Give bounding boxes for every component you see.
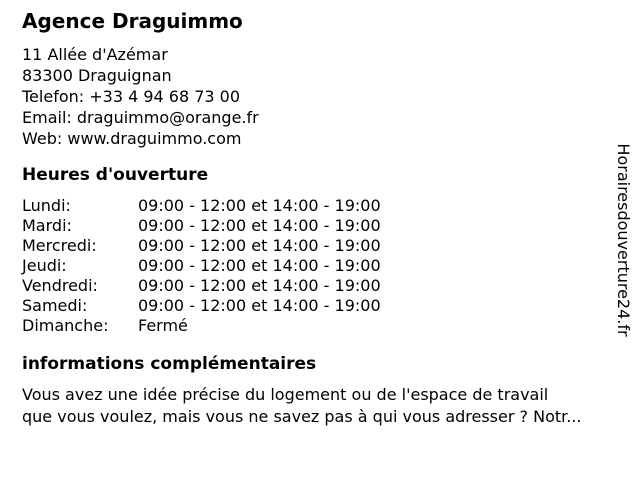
day-hours: 09:00 - 12:00 et 14:00 - 19:00: [138, 216, 381, 235]
day-label: Vendredi:: [22, 276, 98, 295]
day-label: Lundi:: [22, 196, 71, 215]
address-line-1: 11 Allée d'Azémar: [22, 45, 168, 64]
day-hours: 09:00 - 12:00 et 14:00 - 19:00: [138, 236, 381, 255]
email-line: Email: draguimmo@orange.fr: [22, 108, 259, 127]
info-line-1: Vous avez une idée précise du logement o…: [22, 385, 549, 404]
hours-row-thursday: Jeudi: 09:00 - 12:00 et 14:00 - 19:00: [22, 256, 381, 276]
day-label: Jeudi:: [22, 256, 67, 275]
hours-row-wednesday: Mercredi: 09:00 - 12:00 et 14:00 - 19:00: [22, 236, 381, 256]
day-hours: 09:00 - 12:00 et 14:00 - 19:00: [138, 296, 381, 315]
address-line-2: 83300 Draguignan: [22, 66, 172, 85]
phone-line: Telefon: +33 4 94 68 73 00: [22, 87, 241, 106]
day-hours: 09:00 - 12:00 et 14:00 - 19:00: [138, 256, 381, 275]
day-label: Mardi:: [22, 216, 72, 235]
day-label: Samedi:: [22, 296, 88, 315]
business-name: Agence Draguimmo: [22, 9, 243, 33]
hours-row-saturday: Samedi: 09:00 - 12:00 et 14:00 - 19:00: [22, 296, 381, 316]
hours-row-friday: Vendredi: 09:00 - 12:00 et 14:00 - 19:00: [22, 276, 381, 296]
day-hours: 09:00 - 12:00 et 14:00 - 19:00: [138, 196, 381, 215]
watermark-vertical-text: Horairesdouverture24.fr: [614, 143, 633, 337]
info-line-2: que vous voulez, mais vous ne savez pas …: [22, 407, 582, 426]
hours-row-sunday: Dimanche: Fermé: [22, 316, 381, 336]
day-label: Mercredi:: [22, 236, 97, 255]
additional-info-paragraph: Vous avez une idée précise du logement o…: [22, 384, 597, 428]
additional-info-heading: informations complémentaires: [22, 354, 317, 374]
hours-row-monday: Lundi: 09:00 - 12:00 et 14:00 - 19:00: [22, 196, 381, 216]
opening-hours-table: Lundi: 09:00 - 12:00 et 14:00 - 19:00 Ma…: [22, 196, 381, 336]
website-line: Web: www.draguimmo.com: [22, 129, 242, 148]
listing-content: Agence Draguimmo 11 Allée d'Azémar 83300…: [22, 0, 597, 428]
day-closed: Fermé: [138, 316, 188, 335]
hours-row-tuesday: Mardi: 09:00 - 12:00 et 14:00 - 19:00: [22, 216, 381, 236]
opening-hours-heading: Heures d'ouverture: [22, 165, 209, 185]
day-hours: 09:00 - 12:00 et 14:00 - 19:00: [138, 276, 381, 295]
contact-block: 11 Allée d'Azémar 83300 Draguignan Telef…: [22, 44, 597, 149]
day-label: Dimanche:: [22, 316, 109, 335]
